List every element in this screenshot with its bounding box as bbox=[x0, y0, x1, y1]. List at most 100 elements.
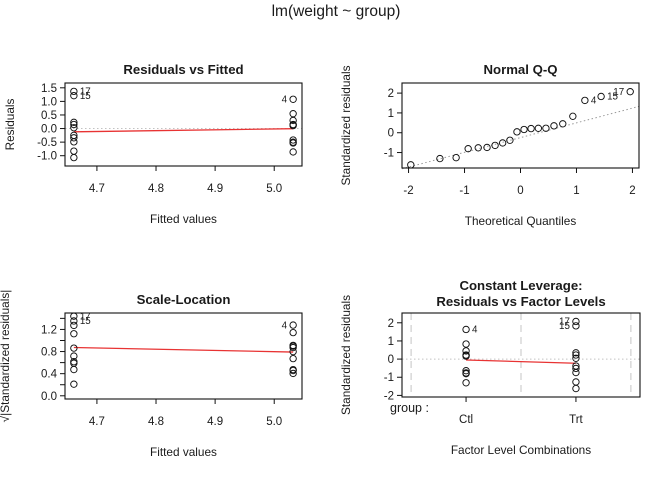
data-point bbox=[289, 369, 297, 378]
data-point bbox=[70, 131, 78, 140]
y-tick-label: 2 bbox=[388, 88, 394, 100]
x-tick-label: 4.7 bbox=[89, 416, 105, 428]
panel-title: Residuals vs Fitted bbox=[123, 62, 243, 77]
y-tick-label: 1 bbox=[388, 108, 394, 120]
data-point bbox=[436, 154, 444, 163]
data-point bbox=[70, 352, 78, 360]
x-tick-label: 4.9 bbox=[207, 183, 223, 195]
trend-line bbox=[73, 346, 294, 353]
point-label: 4 bbox=[472, 325, 478, 336]
y-tick-label: 1 bbox=[388, 336, 394, 348]
data-point bbox=[572, 354, 580, 362]
data-point bbox=[70, 380, 78, 388]
y-axis-label-group: √|Standardized residuals| bbox=[0, 290, 12, 423]
data-point bbox=[70, 344, 78, 352]
x-tick-label: 4.7 bbox=[89, 183, 105, 195]
data-point bbox=[572, 322, 580, 330]
data-point bbox=[70, 124, 78, 132]
data-point bbox=[289, 136, 297, 144]
x-tick-label: -1 bbox=[459, 185, 469, 197]
y-axis-label: Residuals bbox=[3, 99, 17, 151]
data-point bbox=[498, 139, 507, 147]
data-point bbox=[289, 95, 297, 103]
panel-title-line1: Constant Leverage: bbox=[459, 278, 582, 293]
plot-frame bbox=[64, 82, 303, 167]
y-tick-label: -1 bbox=[384, 372, 394, 384]
point-label: 17 bbox=[80, 87, 91, 98]
x-axis-label: Fitted values bbox=[150, 445, 217, 459]
y-tick-label: 0.0 bbox=[41, 124, 57, 136]
y-tick-label: 2 bbox=[388, 318, 394, 330]
data-point bbox=[70, 359, 78, 367]
data-point bbox=[289, 366, 297, 375]
x-tick-label: 2 bbox=[629, 185, 635, 197]
point-label: 15 bbox=[559, 321, 570, 332]
data-point bbox=[289, 347, 297, 356]
group-axis-label: group : bbox=[390, 401, 429, 415]
y-tick-label: -1 bbox=[384, 148, 394, 160]
data-point bbox=[513, 128, 521, 136]
y-tick-label: 1.2 bbox=[41, 324, 57, 336]
data-point bbox=[572, 351, 580, 359]
data-point bbox=[462, 369, 470, 377]
data-point bbox=[70, 321, 78, 330]
data-point bbox=[289, 109, 297, 118]
data-point bbox=[462, 367, 470, 375]
plot-frame bbox=[401, 82, 640, 169]
y-axis-label: Standardized residuals bbox=[339, 65, 353, 185]
x-tick-label: 0 bbox=[517, 185, 523, 197]
data-point bbox=[462, 325, 470, 334]
data-point bbox=[289, 116, 297, 125]
y-tick-label: 0.4 bbox=[41, 369, 58, 381]
data-point bbox=[597, 92, 605, 101]
x-tick-label: 5.0 bbox=[266, 416, 282, 428]
point-label: 4 bbox=[282, 320, 288, 331]
data-point bbox=[70, 120, 78, 129]
x-tick-label: Trt bbox=[569, 414, 583, 426]
data-point bbox=[462, 347, 470, 355]
y-tick-label: 0 bbox=[388, 354, 394, 366]
point-label: 15 bbox=[80, 91, 91, 102]
point-label: 17 bbox=[559, 317, 570, 328]
x-axis-label: Fitted values bbox=[150, 212, 217, 226]
data-point bbox=[70, 134, 78, 142]
y-axis-label-group: Standardized residuals bbox=[339, 295, 353, 415]
data-point bbox=[559, 120, 567, 128]
y-axis-label: √|Standardized residuals| bbox=[0, 290, 12, 423]
trend-line bbox=[73, 128, 294, 133]
data-point bbox=[572, 364, 580, 373]
qq-reference-line bbox=[401, 105, 640, 170]
data-point bbox=[534, 124, 543, 132]
data-point bbox=[550, 122, 558, 130]
data-point bbox=[70, 330, 78, 338]
y-axis-label: Standardized residuals bbox=[339, 295, 353, 415]
data-point bbox=[572, 378, 580, 386]
y-tick-label: 0 bbox=[388, 128, 394, 140]
data-point bbox=[70, 118, 78, 127]
data-point bbox=[70, 317, 78, 325]
x-tick-label: 4.9 bbox=[207, 416, 223, 428]
data-point bbox=[70, 87, 78, 96]
data-point bbox=[289, 354, 297, 363]
x-tick-label: Ctl bbox=[459, 414, 473, 426]
data-point bbox=[572, 317, 580, 326]
data-point bbox=[527, 124, 535, 133]
point-label: 4 bbox=[591, 96, 597, 107]
x-tick-label: 1 bbox=[573, 185, 579, 197]
data-point bbox=[506, 136, 514, 144]
y-tick-label: 0.5 bbox=[41, 110, 57, 122]
point-label: 15 bbox=[80, 316, 91, 327]
data-point bbox=[70, 153, 78, 162]
plot-frame bbox=[64, 312, 303, 400]
y-tick-label: -1.0 bbox=[37, 151, 57, 163]
point-label: 17 bbox=[80, 311, 91, 322]
data-point bbox=[70, 312, 78, 320]
y-tick-label: 1.5 bbox=[41, 83, 57, 95]
x-axis-label: Factor Level Combinations bbox=[451, 443, 591, 457]
panel-title: Scale-Location bbox=[137, 292, 231, 307]
data-point bbox=[452, 153, 460, 162]
data-point bbox=[289, 138, 297, 146]
data-point bbox=[572, 362, 580, 370]
